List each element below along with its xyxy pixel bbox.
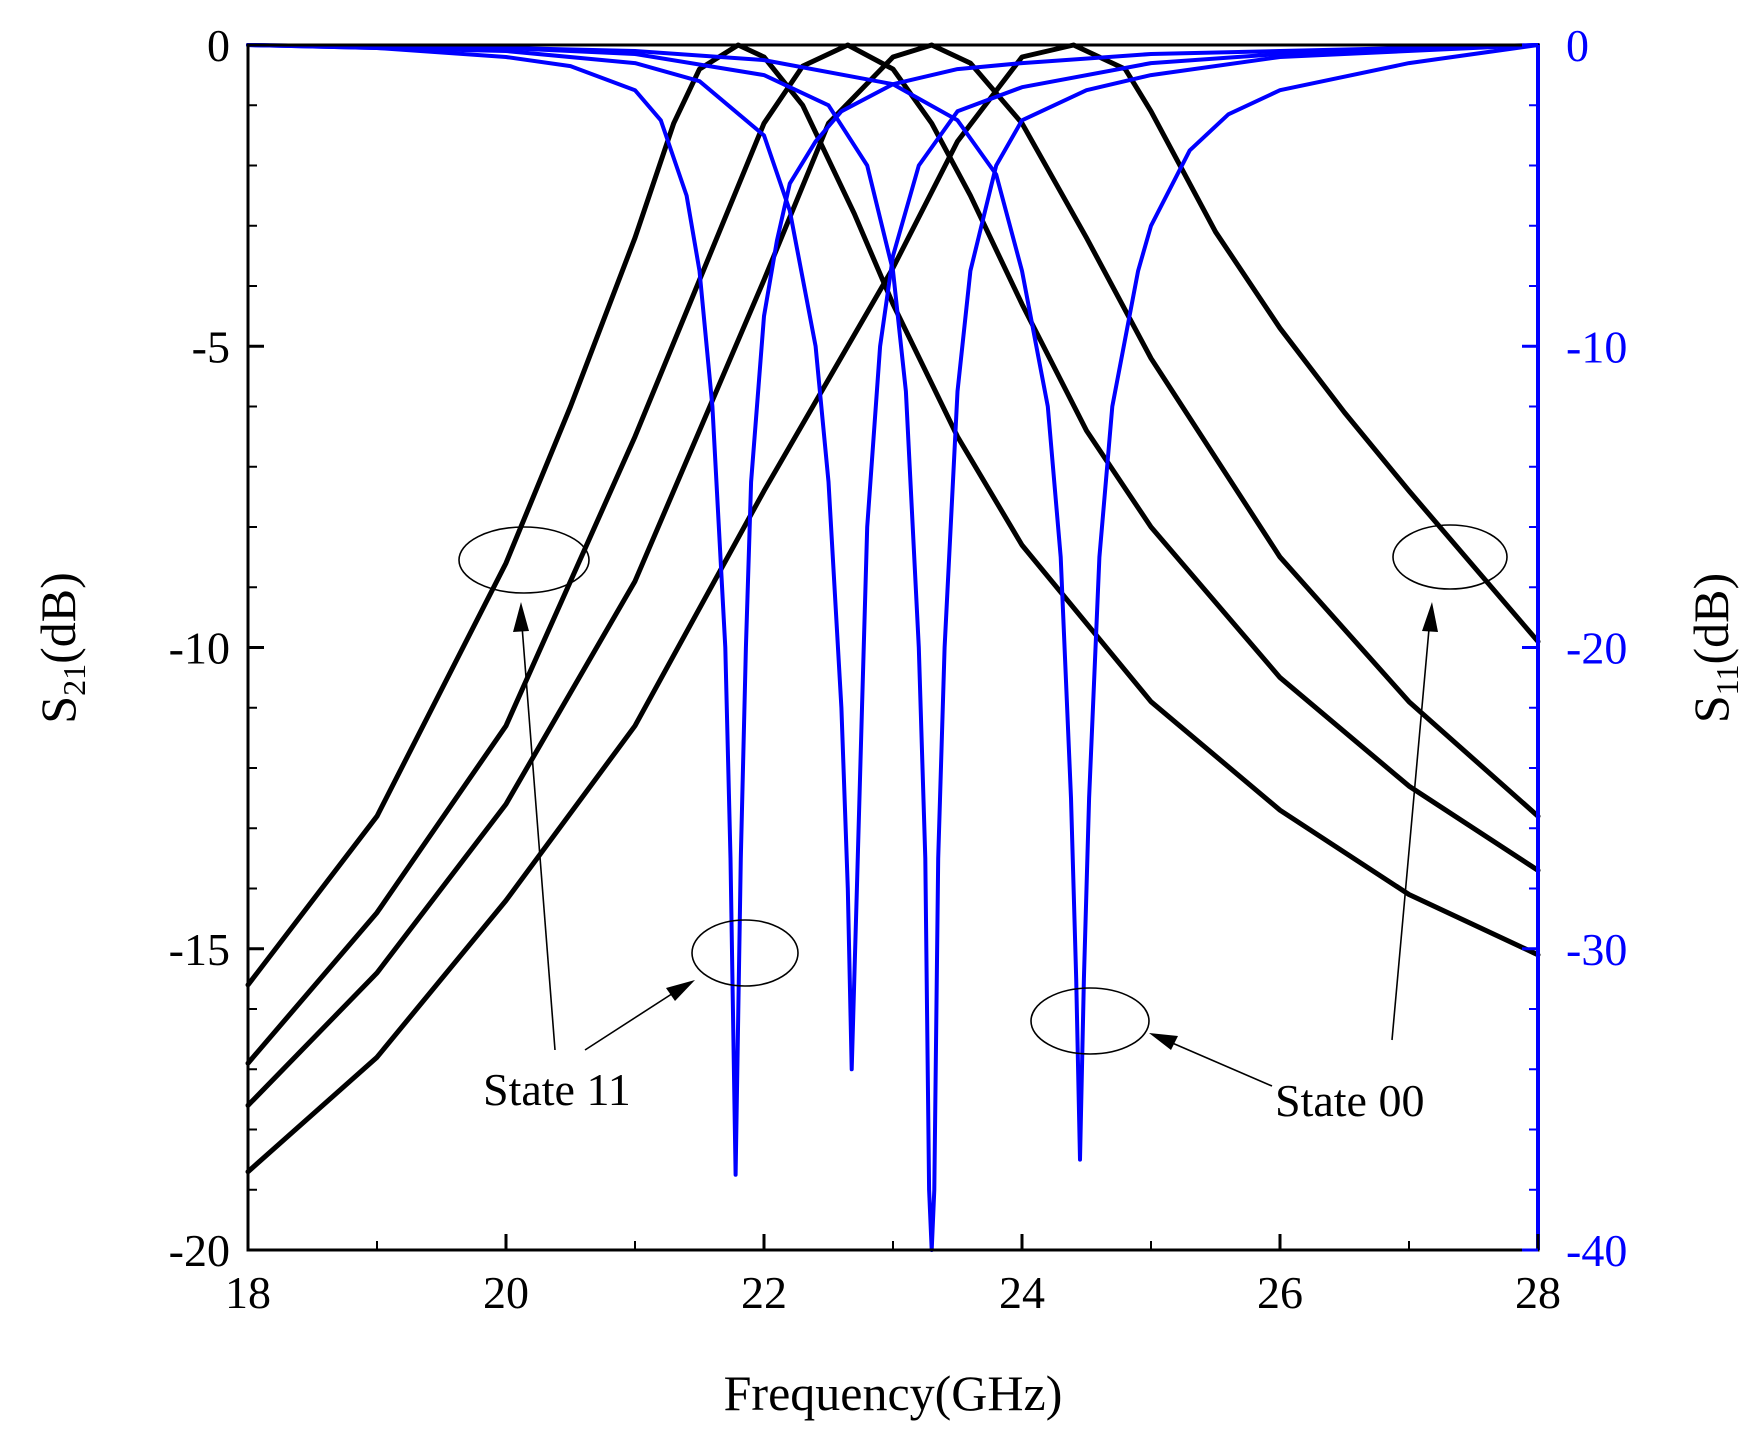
annotation-state-00: State 00 — [1275, 1075, 1424, 1126]
series-s11-state-10 — [246, 43, 1540, 1072]
y-left-tick-label: -5 — [192, 321, 230, 372]
y-left-title-sub: 21 — [56, 664, 92, 696]
series-s11-state-00 — [246, 43, 1540, 1162]
y-right-tick-label: -10 — [1566, 321, 1627, 372]
curves-layer — [245, 42, 1541, 1252]
annotation-arrow — [520, 612, 556, 1051]
y-right-title-sub: 11 — [1709, 665, 1745, 696]
series-s21-state-10 — [245, 42, 1541, 1066]
annotation-arrow — [1391, 617, 1431, 1041]
y-right-tick-label: 0 — [1566, 20, 1589, 71]
y-left-title-unit: (dB) — [30, 572, 86, 664]
x-tick-label: 28 — [1515, 1267, 1561, 1318]
annotation-arrowhead — [513, 602, 529, 632]
x-tick-label: 20 — [483, 1267, 529, 1318]
annotation-arrowhead — [1422, 602, 1438, 632]
y-left-title-main: S — [30, 696, 86, 724]
series-s11-state-11 — [246, 43, 1540, 1177]
y-right-tick-label: -20 — [1566, 623, 1627, 674]
series-s21-state-11 — [245, 42, 1541, 988]
annotation-arrowhead — [666, 980, 695, 1001]
annotation-ellipse-s11-right — [1030, 987, 1150, 1055]
y-left-tick-label: -10 — [169, 623, 230, 674]
x-tick-label: 24 — [999, 1267, 1045, 1318]
series-s21-state-00 — [245, 42, 1541, 1175]
y-right-title-main: S — [1683, 695, 1739, 723]
y-right-tick-label: -30 — [1566, 924, 1627, 975]
annotation-ellipse-s21-right — [1392, 524, 1508, 590]
y-axis-left-title: S21(dB) — [30, 572, 92, 723]
annotations-layer: State 11 State 00 — [458, 524, 1508, 1126]
annotation-arrow — [584, 987, 682, 1051]
annotation-arrow — [1162, 1038, 1273, 1087]
plot-frame — [246, 43, 1540, 1252]
annotation-arrowhead — [1149, 1033, 1178, 1050]
y-right-tick-label: -40 — [1566, 1225, 1627, 1276]
x-tick-label: 26 — [1257, 1267, 1303, 1318]
annotation-ellipse-s11-left — [691, 919, 799, 987]
annotation-state-11: State 11 — [483, 1064, 631, 1115]
y-right-title-unit: (dB) — [1683, 573, 1739, 665]
x-tick-label: 18 — [225, 1267, 271, 1318]
y-left-tick-label: -20 — [169, 1225, 230, 1276]
y-left-tick-label: 0 — [207, 20, 230, 71]
annotation-ellipse-s21-left — [458, 526, 590, 594]
y-axis-right-title: S11(dB) — [1683, 573, 1745, 723]
series-s21-state-01 — [245, 42, 1541, 1108]
y-left-tick-label: -15 — [169, 924, 230, 975]
x-axis-title: Frequency(GHz) — [724, 1365, 1063, 1421]
series-s11-state-01 — [246, 43, 1540, 1252]
x-tick-label: 22 — [741, 1267, 787, 1318]
ticks-layer: 18 20 22 24 26 28 0 -5 -10 -15 -20 0 -10 -20 -30 -40 — [169, 20, 1628, 1318]
